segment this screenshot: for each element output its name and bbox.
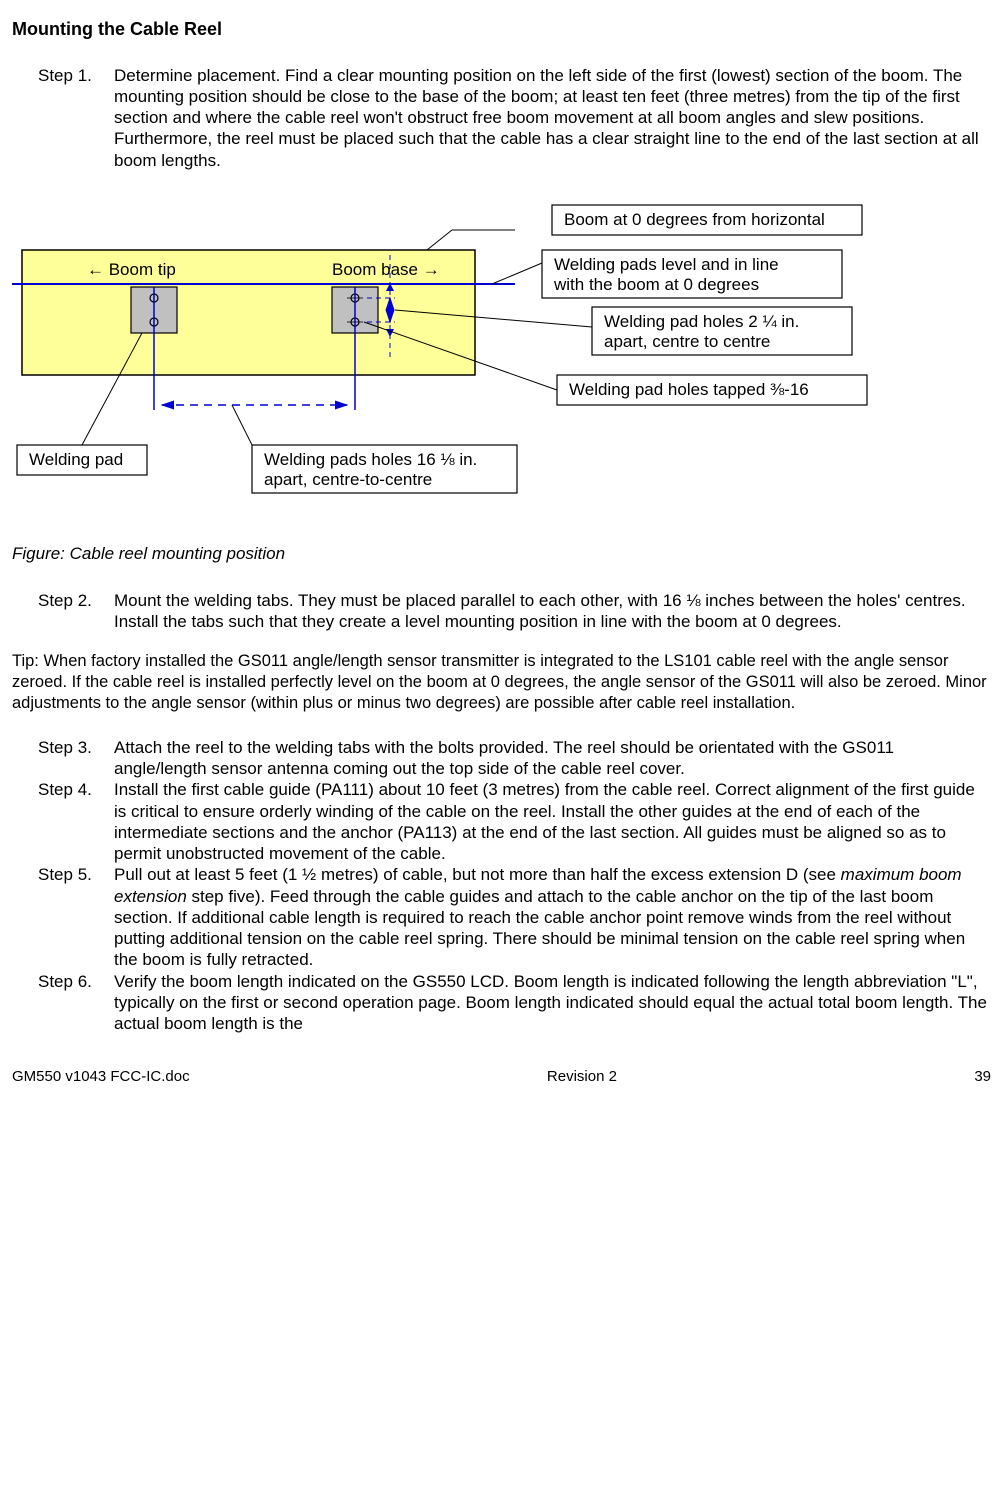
step-5: Step 5. Pull out at least 5 feet (1 ½ me… [38, 864, 991, 970]
step-5-body-a: Pull out at least 5 feet (1 ½ metres) of… [114, 865, 841, 884]
footer-center: Revision 2 [547, 1068, 617, 1087]
figure-cable-reel-mounting: ← Boom tip Boom base → Boom at 0 degrees… [12, 195, 991, 525]
footer-right: 39 [974, 1068, 991, 1087]
callout-5-text: Welding pad [29, 450, 123, 469]
step-3: Step 3. Attach the reel to the welding t… [38, 737, 991, 780]
boom-tip-label: ← Boom tip [87, 260, 176, 279]
step-5-label: Step 5. [38, 864, 114, 970]
step-1: Step 1. Determine placement. Find a clea… [38, 65, 991, 171]
callout-3b-text: apart, centre to centre [604, 332, 770, 351]
callout-6b-text: apart, centre-to-centre [264, 470, 432, 489]
figure-caption: Figure: Cable reel mounting position [12, 543, 991, 564]
section-heading: Mounting the Cable Reel [12, 18, 991, 41]
callout-2b-text: with the boom at 0 degrees [553, 275, 759, 294]
step-4: Step 4. Install the first cable guide (P… [38, 779, 991, 864]
step-3-body: Attach the reel to the welding tabs with… [114, 737, 991, 780]
step-6-label: Step 6. [38, 971, 114, 1035]
footer-left: GM550 v1043 FCC-IC.doc [12, 1068, 190, 1087]
step-1-body: Determine placement. Find a clear mounti… [114, 65, 991, 171]
step-5-body-b: step five). Feed through the cable guide… [114, 887, 965, 970]
callout-2a-text: Welding pads level and in line [554, 255, 779, 274]
step-5-body: Pull out at least 5 feet (1 ½ metres) of… [114, 864, 991, 970]
step-4-body: Install the first cable guide (PA111) ab… [114, 779, 991, 864]
step-6: Step 6. Verify the boom length indicated… [38, 971, 991, 1035]
step-1-label: Step 1. [38, 65, 114, 171]
callout-4-text: Welding pad holes tapped ⅜-16 [569, 380, 809, 399]
callout-3a-text: Welding pad holes 2 ¼ in. [604, 312, 799, 331]
step-3-label: Step 3. [38, 737, 114, 780]
diagram-svg: ← Boom tip Boom base → Boom at 0 degrees… [12, 195, 992, 525]
step-4-label: Step 4. [38, 779, 114, 864]
step-2-body: Mount the welding tabs. They must be pla… [114, 590, 991, 633]
tip-paragraph: Tip: When factory installed the GS011 an… [12, 651, 991, 715]
boom-base-label: Boom base → [332, 260, 440, 279]
callout-1-text: Boom at 0 degrees from horizontal [564, 210, 825, 229]
step-2-label: Step 2. [38, 590, 114, 633]
page-footer: GM550 v1043 FCC-IC.doc Revision 2 39 [12, 1068, 991, 1087]
step-6-body: Verify the boom length indicated on the … [114, 971, 991, 1035]
callout-6a-text: Welding pads holes 16 ⅛ in. [264, 450, 477, 469]
step-2: Step 2. Mount the welding tabs. They mus… [38, 590, 991, 633]
